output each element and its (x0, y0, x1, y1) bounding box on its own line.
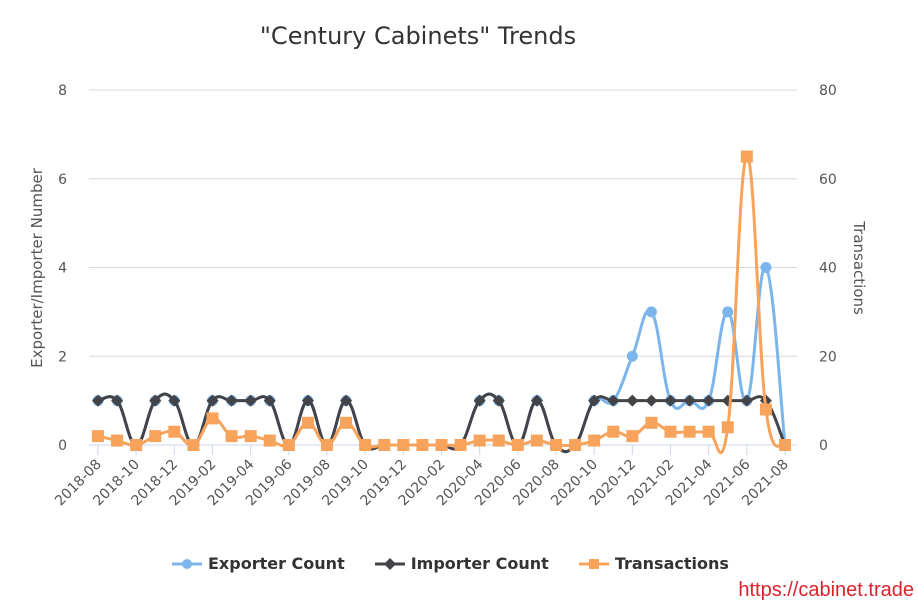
y-right-tick-label: 60 (819, 172, 837, 188)
watermark-link[interactable]: https://cabinet.trade (738, 579, 914, 601)
legend-item-importer-count[interactable]: Importer Count (374, 554, 549, 573)
y-right-tick-label: 80 (819, 83, 837, 99)
y-tick-label: 2 (58, 349, 67, 365)
left-y-axis-title: Exporter/Importer Number (28, 167, 46, 368)
right-y-axis-title: Transactions (850, 220, 868, 315)
y-right-tick-label: 20 (819, 349, 837, 365)
diamond-marker-icon (374, 557, 405, 570)
x-axis: 2018-082018-102018-122019-022019-042019-… (52, 445, 792, 509)
y-tick-label: 8 (58, 83, 67, 99)
y-right-tick-label: 40 (819, 261, 837, 277)
left-y-axis-ticks: 0 2 4 6 8 (58, 83, 67, 454)
legend-item-transactions[interactable]: Transactions (578, 554, 729, 573)
y-right-tick-label: 0 (819, 438, 828, 454)
legend: Exporter Count Importer Count Transactio… (172, 554, 729, 573)
y-tick-label: 0 (58, 438, 67, 454)
y-tick-label: 4 (58, 261, 67, 277)
chart-title: "Century Cabinets" Trends (259, 22, 577, 50)
legend-item-exporter-count[interactable]: Exporter Count (172, 554, 345, 573)
legend-label: Importer Count (410, 554, 549, 573)
circle-marker-icon (172, 558, 202, 569)
legend-label: Exporter Count (208, 554, 345, 573)
series-exporter-count[interactable] (92, 262, 791, 454)
gridlines (89, 89, 797, 446)
series-lines (92, 150, 791, 455)
square-marker-icon (578, 558, 609, 569)
series-transactions[interactable] (92, 150, 791, 455)
y-tick-label: 6 (58, 172, 67, 188)
legend-label: Transactions (614, 554, 729, 573)
right-y-axis-ticks: 0 20 40 60 80 (819, 83, 837, 454)
